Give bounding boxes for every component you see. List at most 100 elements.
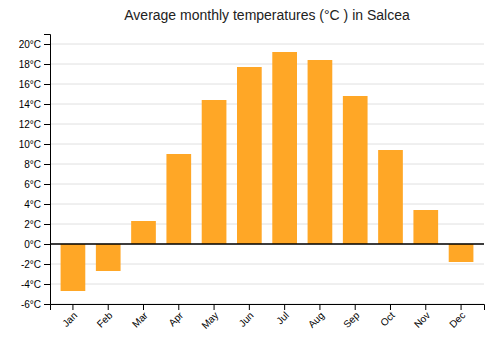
y-tick-mark — [44, 44, 50, 45]
y-tick: 16°C — [19, 79, 50, 90]
y-tick: 12°C — [19, 119, 50, 130]
bar — [343, 96, 368, 244]
y-axis: -6°C -4°C -2°C 0°C 2°C 4°C 6°C 8°C 10°C 12°C 14°C 1… — [19, 35, 51, 310]
grid-line — [50, 124, 484, 125]
y-tick-mark — [44, 144, 50, 145]
bar — [413, 210, 438, 244]
x-tick: Apr — [166, 304, 185, 328]
x-tick: Jun — [237, 304, 256, 329]
bar — [202, 100, 227, 244]
y-tick-mark — [44, 164, 50, 165]
grid — [50, 44, 484, 304]
y-tick: 6°C — [24, 179, 50, 190]
chart: -6°C -4°C -2°C 0°C 2°C 4°C 6°C 8°C 10°C 12°C 14°C 1… — [0, 0, 500, 350]
grid-line — [50, 164, 484, 165]
bars — [61, 52, 474, 291]
y-tick-label: 20°C — [19, 39, 41, 50]
x-tick: Sep — [341, 304, 362, 330]
x-tick-label: Apr — [166, 309, 185, 328]
y-tick-mark — [44, 204, 50, 205]
x-tick-label: Nov — [412, 310, 432, 330]
bar — [237, 67, 262, 244]
x-axis: Jan Feb Mar Apr May Jun Jul Aug Sep Oct Nov Dec — [51, 304, 485, 331]
y-tick: 2°C — [24, 219, 50, 230]
y-tick: 8°C — [24, 159, 50, 170]
x-tick-label: Mar — [130, 309, 150, 329]
y-tick-label: 8°C — [24, 159, 41, 170]
y-tick-label: 10°C — [19, 139, 41, 150]
y-tick: 4°C — [24, 199, 50, 210]
grid-line — [50, 104, 484, 105]
y-tick-label: 0°C — [24, 239, 41, 250]
y-tick-label: 16°C — [19, 79, 41, 90]
y-tick-label: 14°C — [19, 99, 41, 110]
y-tick-label: 6°C — [24, 179, 41, 190]
x-tick-label: Jan — [60, 310, 79, 329]
x-tick: Dec — [447, 304, 467, 330]
x-axis-line — [51, 305, 485, 311]
y-tick: -2°C — [21, 259, 50, 270]
bar — [308, 60, 333, 244]
y-axis-line — [44, 35, 51, 305]
x-tick-mark — [214, 304, 215, 310]
x-tick: Aug — [306, 304, 326, 330]
bar — [61, 244, 86, 291]
grid-line — [50, 204, 484, 205]
x-tick-mark — [319, 304, 320, 310]
bar — [449, 244, 474, 262]
y-tick-mark — [44, 264, 50, 265]
y-tick-mark — [44, 104, 50, 105]
grid-line — [50, 284, 484, 285]
x-tick: Jul — [274, 304, 291, 326]
title: Average monthly temperatures (°C ) in Sa… — [124, 7, 410, 23]
y-tick-mark — [44, 84, 50, 85]
x-tick: Jan — [60, 304, 79, 329]
x-tick: Nov — [412, 304, 432, 330]
y-tick: -4°C — [21, 279, 50, 290]
bar — [166, 154, 191, 244]
x-tick-label: Sep — [341, 309, 362, 330]
x-tick-mark — [425, 304, 426, 310]
x-tick-label: Dec — [447, 310, 467, 330]
x-tick: Mar — [130, 304, 150, 330]
bar — [96, 244, 121, 271]
y-tick-mark — [44, 284, 50, 285]
y-tick-label: -4°C — [21, 279, 41, 290]
x-tick-label: Oct — [378, 310, 397, 329]
y-tick: -6°C — [21, 299, 50, 310]
zero-line — [50, 243, 484, 245]
y-tick-label: -6°C — [21, 299, 41, 310]
x-tick: Oct — [378, 304, 397, 328]
grid-line — [50, 64, 484, 65]
x-tick-label: Jul — [274, 310, 291, 327]
x-tick-label: May — [199, 310, 220, 331]
x-tick-mark — [143, 304, 144, 310]
y-tick: 18°C — [19, 59, 50, 70]
y-tick-label: -2°C — [21, 259, 41, 270]
x-tick-mark — [390, 304, 391, 310]
bar — [272, 52, 297, 244]
x-tick-mark — [178, 304, 179, 310]
x-tick-mark — [72, 304, 73, 310]
grid-line — [50, 144, 484, 145]
y-tick-mark — [44, 304, 50, 305]
y-tick-mark — [44, 124, 50, 125]
y-tick-mark — [44, 184, 50, 185]
grid-line — [50, 84, 484, 85]
y-tick-label: 2°C — [24, 219, 41, 230]
x-tick-mark — [249, 304, 250, 310]
x-tick-label: Feb — [95, 309, 115, 329]
x-tick-mark — [284, 304, 285, 310]
x-tick-mark — [461, 304, 462, 310]
x-tick-label: Jun — [237, 310, 256, 329]
y-tick-label: 12°C — [19, 119, 41, 130]
grid-line — [50, 244, 484, 245]
x-tick: Feb — [95, 304, 115, 330]
grid-line — [50, 44, 484, 45]
x-tick-label: Aug — [306, 310, 326, 330]
y-tick-label: 4°C — [24, 199, 41, 210]
grid-line — [50, 184, 484, 185]
x-tick: May — [199, 304, 220, 331]
y-tick: 10°C — [19, 139, 50, 150]
y-tick: 20°C — [19, 39, 50, 50]
